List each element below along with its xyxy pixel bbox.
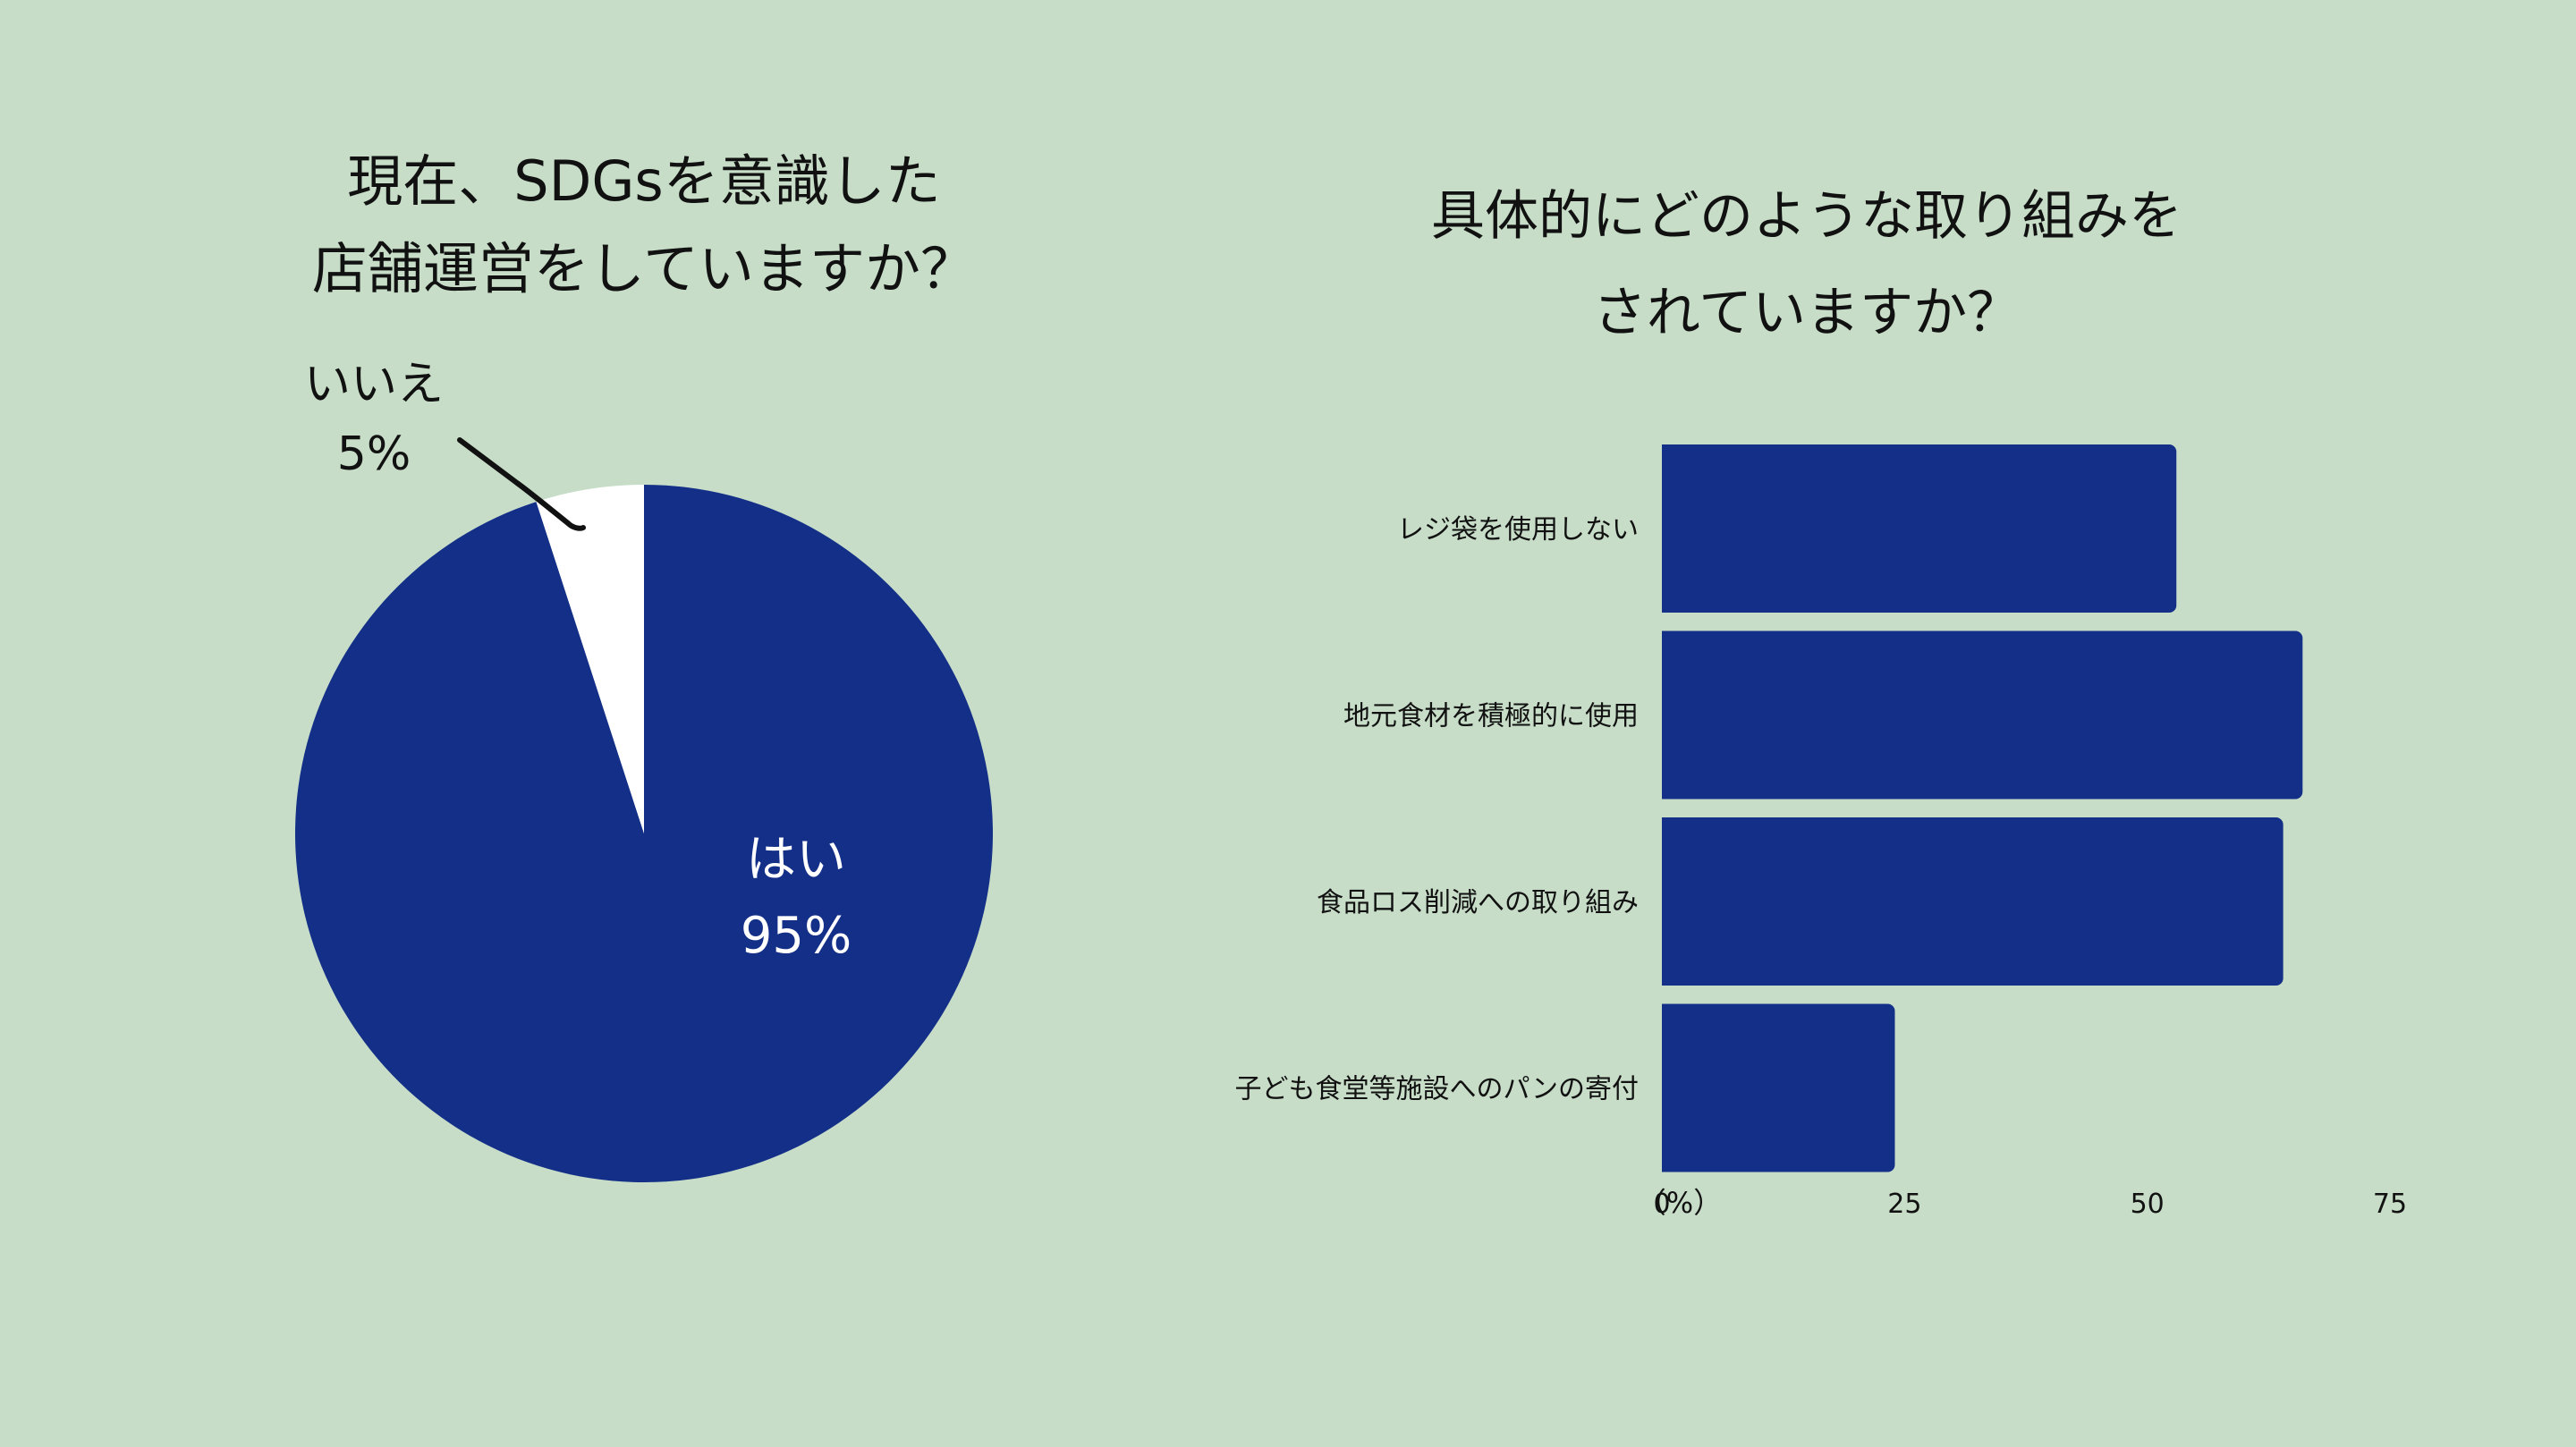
category-label-0: レジ袋を使用しない [1397,514,1639,546]
pie-title-line-1: 現在、SDGsを意識した [347,148,940,214]
bar-3 [1662,1003,1895,1172]
bar-2 [1662,817,2284,986]
x-tick-50: 50 [2131,1189,2165,1220]
pie-slices [294,485,993,1182]
category-label-1: 地元食材を積極的に使用 [1343,701,1639,732]
pie-value-no: 5% [337,427,411,481]
category-label-3: 子ども食堂等施設へのパンの寄付 [1235,1074,1640,1105]
bars [1662,444,2303,1172]
pie-chart: 現在、SDGsを意識した 店舗運営をしていますか？ いいえ 5% はい 95% [294,148,993,1182]
x-tick-0: 0 [1653,1189,1670,1220]
bar-3-left-edge [1662,1003,1673,1172]
category-label-2: 食品ロス削減への取り組み [1317,887,1639,918]
pie-label-yes: はい [746,831,846,889]
x-tick-labels: 0 25 50 75 [1653,1189,2407,1220]
bar-2-left-edge [1662,817,1673,986]
x-unit-label: （%） [1638,1186,1722,1220]
pie-title-line-2: 店舗運営をしていますか？ [312,236,976,301]
pie-label-no: いいえ [304,358,444,411]
category-labels: レジ袋を使用しない地元食材を積極的に使用食品ロス削減への取り組み子ども食堂等施設… [1235,514,1640,1105]
pie-slice-yes [294,485,993,1182]
bar-1-left-edge [1662,630,1673,800]
bar-title-line-2: されていますか？ [1593,282,2021,344]
bar-chart: 具体的にどのような取り組みを されていますか？ レジ袋を使用しない地元食材を積極… [1235,185,2408,1220]
bar-0-left-edge [1662,444,1673,613]
pie-slice-no [536,485,644,834]
bar-title-line-1: 具体的にどのような取り組みを [1431,185,2182,248]
bar-0 [1662,444,2177,613]
pie-value-yes: 95% [741,907,852,965]
x-tick-25: 25 [1887,1189,1921,1220]
pie-callout-line [457,437,586,531]
x-tick-75: 75 [2373,1189,2407,1220]
bar-1 [1662,630,2303,800]
